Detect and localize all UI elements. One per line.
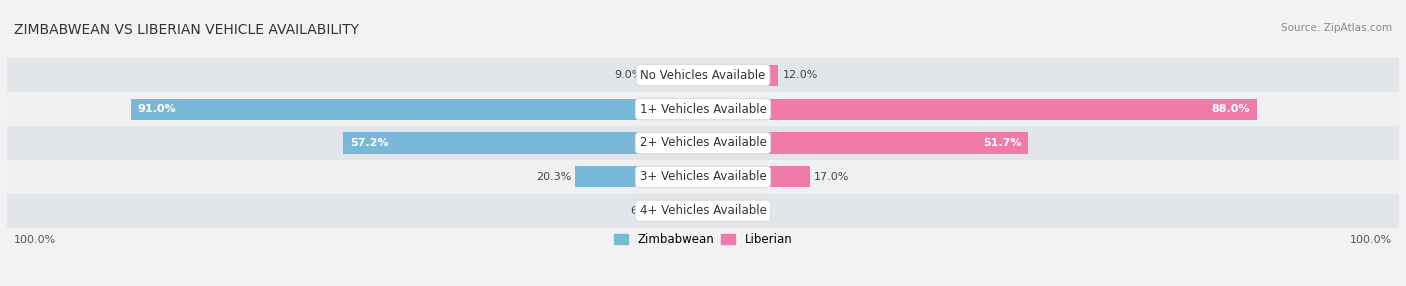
Text: 1+ Vehicles Available: 1+ Vehicles Available (640, 103, 766, 116)
Bar (0, 92, 1406, 126)
Text: 3+ Vehicles Available: 3+ Vehicles Available (640, 170, 766, 183)
Legend: Zimbabwean, Liberian: Zimbabwean, Liberian (609, 228, 797, 251)
Bar (343, 132, 703, 154)
Text: 51.7%: 51.7% (983, 138, 1022, 148)
Text: 9.0%: 9.0% (614, 70, 643, 80)
Bar (647, 65, 703, 86)
Text: No Vehicles Available: No Vehicles Available (640, 69, 766, 82)
Text: 6.4%: 6.4% (630, 206, 659, 216)
Text: ZIMBABWEAN VS LIBERIAN VEHICLE AVAILABILITY: ZIMBABWEAN VS LIBERIAN VEHICLE AVAILABIL… (14, 23, 359, 37)
Text: 88.0%: 88.0% (1212, 104, 1250, 114)
Text: 17.0%: 17.0% (814, 172, 849, 182)
Bar (703, 65, 779, 86)
Bar (0, 126, 1406, 160)
Text: 100.0%: 100.0% (1350, 235, 1392, 245)
Text: 2+ Vehicles Available: 2+ Vehicles Available (640, 136, 766, 150)
Bar (703, 99, 1257, 120)
Bar (0, 58, 1406, 92)
Bar (703, 166, 810, 187)
Text: 57.2%: 57.2% (350, 138, 388, 148)
Bar (703, 200, 737, 221)
Bar (0, 194, 1406, 228)
Bar (131, 99, 703, 120)
Text: 12.0%: 12.0% (783, 70, 818, 80)
Text: Source: ZipAtlas.com: Source: ZipAtlas.com (1281, 23, 1392, 33)
Bar (703, 132, 1028, 154)
Bar (0, 160, 1406, 194)
Text: 4+ Vehicles Available: 4+ Vehicles Available (640, 204, 766, 217)
Text: 91.0%: 91.0% (138, 104, 176, 114)
Text: 100.0%: 100.0% (14, 235, 56, 245)
Bar (662, 200, 703, 221)
Text: 20.3%: 20.3% (536, 172, 571, 182)
Text: 5.3%: 5.3% (741, 206, 769, 216)
Bar (575, 166, 703, 187)
